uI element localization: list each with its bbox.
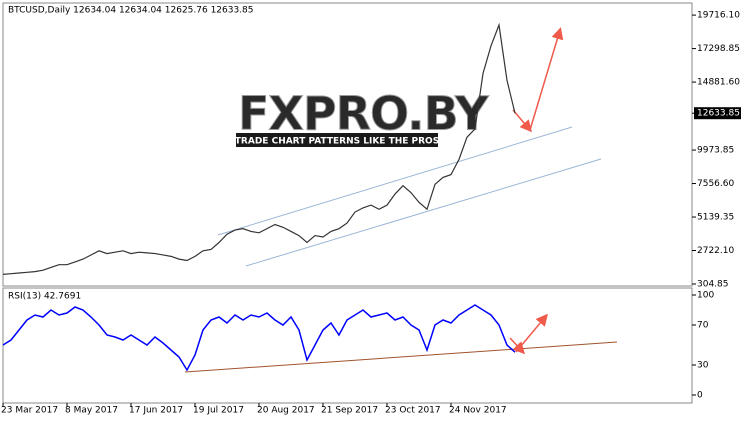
- y-tick-label: 100: [697, 291, 714, 301]
- y-tick-label: 304.85: [697, 279, 729, 289]
- y-tick-label: 7556.60: [697, 179, 734, 189]
- x-tick-label: 20 Aug 2017: [257, 406, 315, 416]
- channel-lower: [245, 158, 602, 267]
- y-tick-label: 0: [697, 391, 703, 401]
- price-panel: [2, 2, 693, 287]
- y-tick-label: 17298.85: [697, 44, 740, 54]
- y-tick-label: 30: [697, 361, 709, 371]
- price-line: [2, 22, 516, 275]
- y-tick-label: 70: [697, 321, 709, 331]
- rsi-line: [2, 304, 516, 372]
- x-tick-label: 19 Jul 2017: [193, 406, 244, 416]
- y-tick-label: 2722.10: [697, 246, 734, 256]
- y-tick-label: 5139.35: [697, 213, 734, 223]
- x-tick-label: 23 Oct 2017: [385, 406, 441, 416]
- x-tick-label: 17 Jun 2017: [129, 406, 183, 416]
- x-tick-label: 24 Nov 2017: [449, 406, 507, 416]
- rsi-panel: [2, 287, 693, 404]
- channel-upper: [217, 126, 573, 236]
- watermark-brand: FXPRO.BY: [238, 87, 489, 141]
- y-tick-label: 19716.10: [697, 11, 740, 21]
- x-tick-label: 8 May 2017: [65, 406, 118, 416]
- y-tick-label: 14881.60: [697, 78, 740, 88]
- price-title: BTCUSD,Daily 12634.04 12634.04 12625.76 …: [8, 6, 254, 16]
- y-tick-label: 12633.85: [697, 109, 740, 119]
- watermark-bar: [236, 133, 438, 147]
- rsi-title: RSI(13) 42.7691: [8, 292, 81, 302]
- x-tick-label: 23 Mar 2017: [1, 406, 58, 416]
- x-tick-label: 21 Sep 2017: [321, 406, 378, 416]
- watermark-tagline: TRADE CHART PATTERNS LIKE THE PROS: [235, 137, 439, 147]
- y-tick-label: 9973.85: [697, 146, 734, 156]
- rsi-trendline: [184, 341, 618, 373]
- price-marker: [694, 107, 741, 120]
- arrows: [509, 27, 564, 355]
